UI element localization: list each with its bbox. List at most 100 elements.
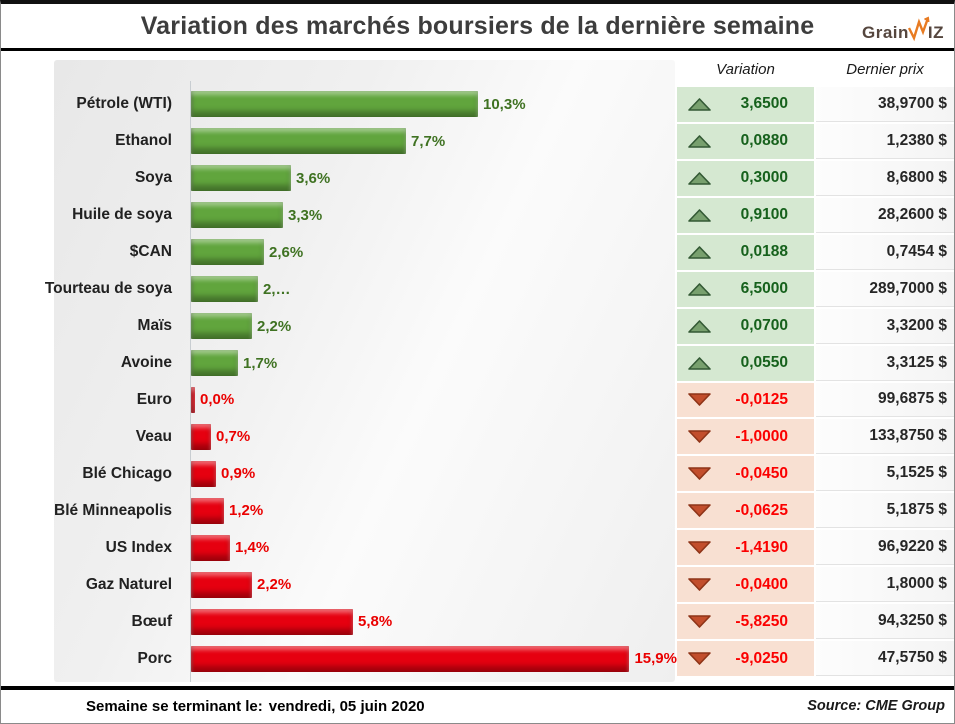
chart-and-table-area: Variation Dernier prix Pétrole (WTI) 10,… (1, 51, 954, 686)
down-triangle-icon (688, 430, 711, 444)
bar-percent-label: 0,0% (200, 391, 235, 409)
down-triangle-icon (688, 578, 711, 591)
bar-area: 7,7% (181, 123, 677, 160)
down-triangle-icon (688, 541, 711, 555)
table-header-row: Variation Dernier prix (1, 57, 954, 83)
variation-cell: 0,0188 (677, 234, 814, 270)
last-price-column-header: Dernier prix (846, 61, 924, 78)
variation-cell: 3,6500 (677, 87, 814, 122)
variation-value: -0,0400 (735, 575, 788, 593)
market-name-label: Soya (134, 169, 172, 187)
last-price-value: 3,3200 $ (816, 308, 954, 344)
bar-area: 15,9% (181, 640, 677, 677)
data-rows-container: Pétrole (WTI) 10,3% 3,6500 38,9700 $ Eth… (1, 86, 954, 677)
bar-area: 1,2% (181, 492, 677, 529)
chart-plot-background (54, 60, 675, 682)
bar-area: 0,0% (181, 382, 677, 419)
market-name-label: Pétrole (WTI) (76, 95, 172, 113)
variation-value: -1,0000 (735, 427, 788, 445)
last-price-value: 3,3125 $ (816, 345, 954, 381)
variation-value: -9,0250 (735, 649, 788, 667)
market-row: Huile de soya 3,3% 0,9100 28,2600 $ (1, 197, 954, 234)
bar-percent-label: 1,4% (235, 539, 270, 557)
last-price-value: 1,8000 $ (816, 567, 954, 603)
down-triangle-icon (688, 393, 711, 407)
market-row: Porc 15,9% -9,0250 47,5750 $ (1, 640, 954, 677)
market-name-label: $CAN (129, 243, 172, 261)
variation-cell: -1,0000 (677, 419, 814, 455)
variation-bar (191, 497, 224, 524)
page-title: Variation des marchés boursiers de la de… (140, 11, 815, 40)
last-price-value: 133,8750 $ (816, 419, 954, 455)
variation-value: 0,0550 (740, 354, 788, 372)
down-triangle-icon (688, 504, 711, 518)
last-price-value: 47,5750 $ (816, 641, 954, 676)
variation-cell: 0,0550 (677, 345, 814, 381)
bar-area: 2,… (181, 271, 677, 308)
market-name-label: Euro (136, 390, 172, 408)
header-bar: Variation des marchés boursiers de la de… (1, 4, 954, 51)
variation-cell: 0,0700 (677, 308, 814, 344)
variation-value: -5,8250 (735, 612, 788, 630)
market-name-label: Gaz Naturel (85, 575, 172, 593)
bar-percent-label: 3,3% (288, 206, 323, 224)
up-triangle-icon (688, 356, 711, 370)
market-name-label: Blé Minneapolis (54, 501, 172, 519)
market-row: US Index 1,4% -1,4190 96,9220 $ (1, 529, 954, 566)
source-label: Source: CME Group (807, 698, 945, 714)
variation-value: 3,6500 (740, 95, 788, 113)
last-price-value: 28,2600 $ (816, 197, 954, 233)
market-row: Euro 0,0% -0,0125 99,6875 $ (1, 382, 954, 419)
up-triangle-icon (688, 98, 711, 111)
logo-text-iz: IZ (927, 22, 944, 42)
variation-value: 0,9100 (740, 206, 788, 224)
last-price-value: 94,3250 $ (816, 604, 954, 640)
up-triangle-icon (688, 135, 711, 148)
down-triangle-icon (688, 615, 711, 628)
variation-cell: 0,3000 (677, 160, 814, 196)
bar-area: 5,8% (181, 603, 677, 640)
market-row: Soya 3,6% 0,3000 8,6800 $ (1, 160, 954, 197)
logo-text-grain: Grain (861, 22, 909, 42)
last-price-value: 8,6800 $ (816, 160, 954, 196)
last-price-value: 99,6875 $ (816, 382, 954, 418)
variation-cell: -9,0250 (677, 641, 814, 676)
bar-area: 2,2% (181, 566, 677, 603)
bar-percent-label: 2,… (263, 280, 291, 298)
last-price-value: 5,1875 $ (816, 493, 954, 529)
bar-percent-label: 5,8% (358, 613, 393, 631)
variation-value: -0,0450 (735, 464, 788, 482)
bar-percent-label: 15,9% (634, 650, 677, 668)
bar-percent-label: 1,2% (229, 502, 264, 520)
variation-bar (191, 608, 353, 635)
variation-value: -0,0625 (735, 501, 788, 519)
variation-cell: 0,9100 (677, 197, 814, 233)
footer-bar: Semaine se terminant le: vendredi, 05 jui… (1, 686, 954, 722)
bar-area: 0,7% (181, 418, 677, 455)
variation-bar (191, 423, 211, 450)
variation-bar (191, 460, 216, 487)
variation-value: -0,0125 (735, 390, 788, 408)
down-triangle-icon (688, 467, 711, 481)
up-triangle-icon (688, 319, 711, 333)
variation-bar (191, 128, 406, 155)
up-triangle-icon (688, 245, 711, 259)
market-row: Ethanol 7,7% 0,0880 1,2380 $ (1, 123, 954, 160)
market-row: Avoine 1,7% 0,0550 3,3125 $ (1, 345, 954, 382)
variation-cell: -1,4190 (677, 530, 814, 566)
bar-percent-label: 7,7% (411, 132, 446, 150)
variation-value: 6,5000 (740, 280, 788, 298)
variation-cell: -0,0625 (677, 493, 814, 529)
grainwiz-logo: Grain IZ (862, 16, 944, 49)
bar-area: 10,3% (181, 86, 677, 123)
chart-zero-axis (190, 81, 191, 682)
bar-area: 3,6% (181, 160, 677, 197)
variation-bar (191, 91, 478, 118)
variation-bar (191, 571, 252, 598)
last-price-value: 0,7454 $ (816, 234, 954, 270)
market-name-label: Blé Chicago (82, 464, 172, 482)
market-row: Veau 0,7% -1,0000 133,8750 $ (1, 418, 954, 455)
market-row: Tourteau de soya 2,… 6,5000 289,7000 $ (1, 271, 954, 308)
market-row: $CAN 2,6% 0,0188 0,7454 $ (1, 234, 954, 271)
